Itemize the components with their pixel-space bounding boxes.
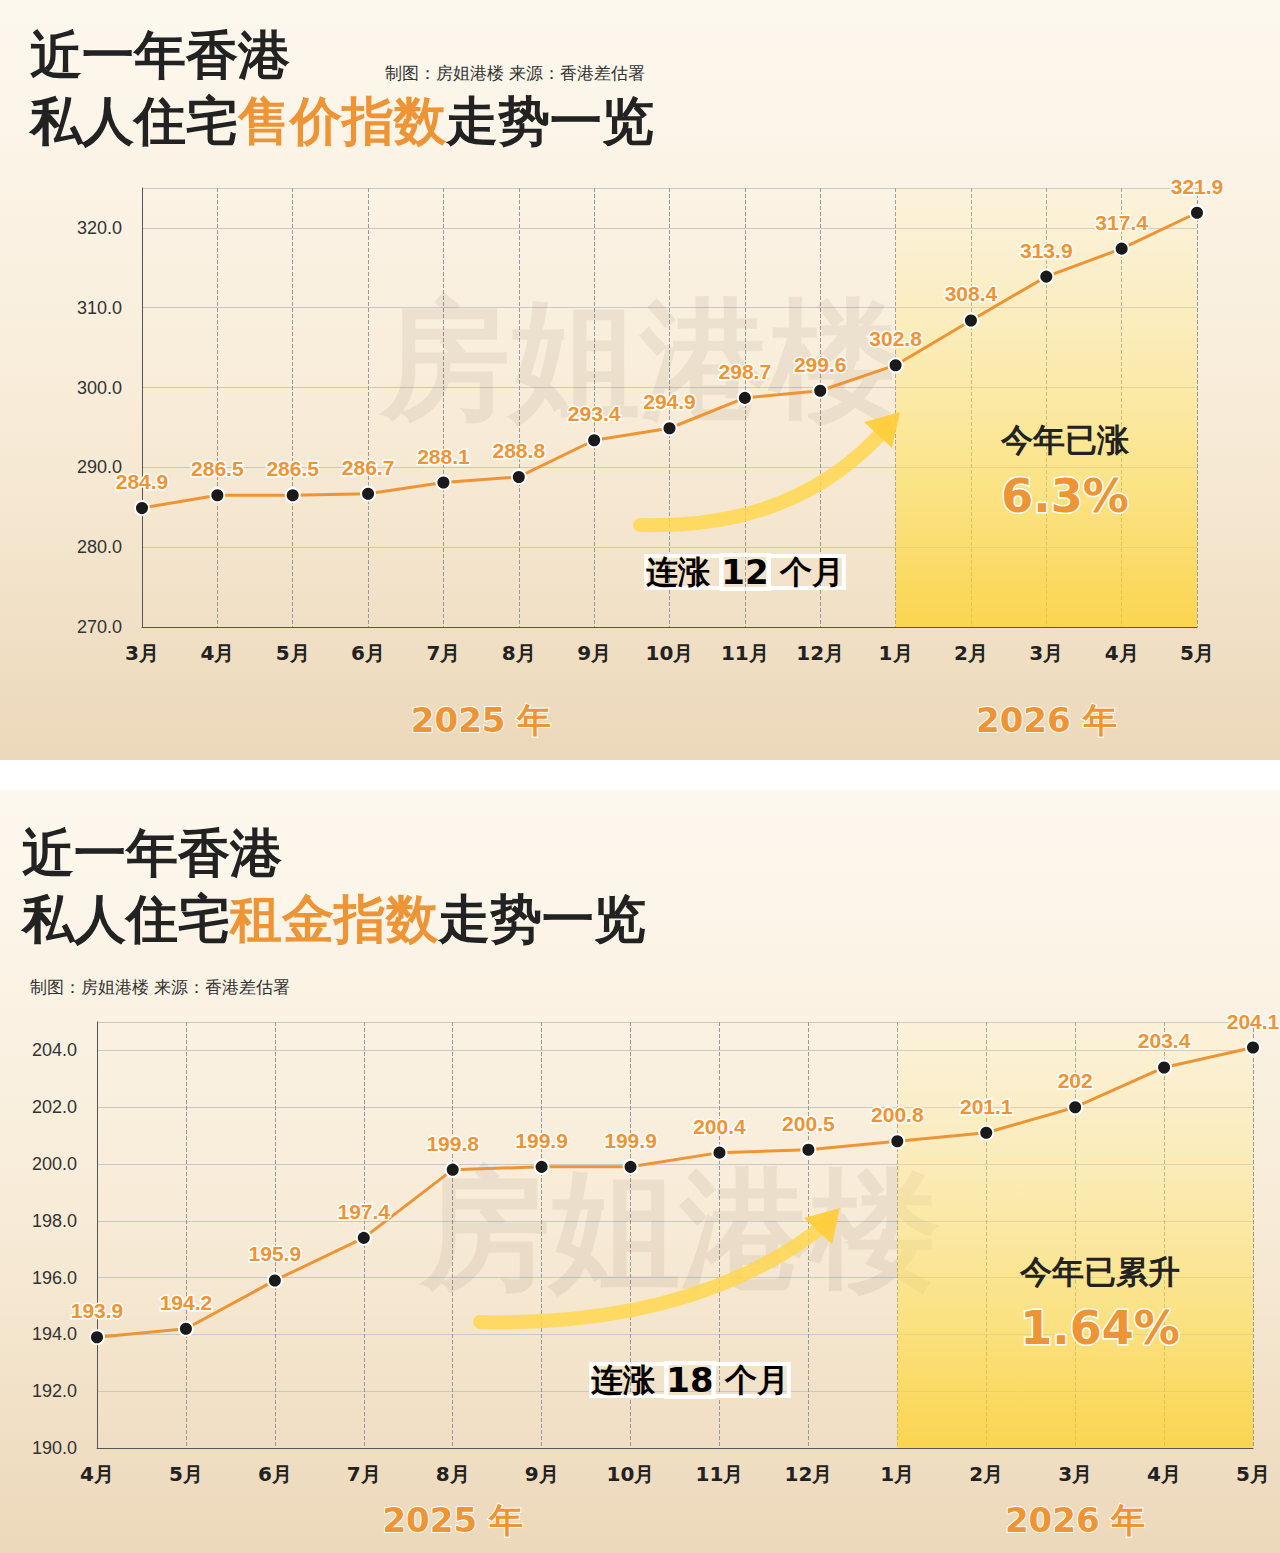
svg-text:298.7: 298.7: [719, 360, 772, 383]
svg-text:2025 年: 2025 年: [382, 1500, 522, 1540]
svg-text:190.0: 190.0: [32, 1438, 77, 1458]
svg-text:317.4: 317.4: [1095, 211, 1148, 234]
svg-text:197.4: 197.4: [337, 1200, 390, 1223]
svg-text:4月: 4月: [1105, 641, 1139, 665]
svg-text:7月: 7月: [347, 1462, 381, 1486]
svg-text:6月: 6月: [258, 1462, 292, 1486]
svg-text:房姐港楼: 房姐港楼: [378, 284, 900, 436]
svg-text:288.1: 288.1: [417, 445, 470, 468]
svg-text:196.0: 196.0: [32, 1268, 77, 1288]
svg-text:300.0: 300.0: [77, 378, 122, 398]
svg-text:18: 18: [666, 1360, 713, 1400]
svg-text:5月: 5月: [169, 1462, 203, 1486]
svg-text:9月: 9月: [525, 1462, 559, 1486]
svg-text:286.5: 286.5: [266, 457, 319, 480]
svg-text:5月: 5月: [1236, 1462, 1270, 1486]
svg-text:7月: 7月: [426, 641, 460, 665]
svg-text:9月: 9月: [577, 641, 611, 665]
svg-text:198.0: 198.0: [32, 1211, 77, 1231]
svg-text:个月: 个月: [714, 1361, 789, 1399]
svg-text:连涨: 连涨: [591, 1361, 666, 1399]
svg-text:199.8: 199.8: [426, 1132, 479, 1155]
svg-text:194.2: 194.2: [160, 1291, 213, 1314]
svg-text:2月: 2月: [969, 1462, 1003, 1486]
svg-text:5月: 5月: [1180, 641, 1214, 665]
svg-text:200.8: 200.8: [871, 1103, 924, 1126]
svg-text:4月: 4月: [200, 641, 234, 665]
svg-text:房姐港楼: 房姐港楼: [418, 1154, 940, 1306]
svg-text:270.0: 270.0: [77, 617, 122, 637]
svg-text:299.6: 299.6: [794, 353, 847, 376]
svg-text:10月: 10月: [607, 1462, 655, 1486]
svg-text:286.5: 286.5: [191, 457, 244, 480]
svg-text:199.9: 199.9: [604, 1129, 657, 1152]
svg-text:201.1: 201.1: [960, 1095, 1013, 1118]
svg-text:199.9: 199.9: [515, 1129, 568, 1152]
svg-text:2月: 2月: [954, 641, 988, 665]
svg-text:11月: 11月: [721, 641, 769, 665]
svg-text:2026 年: 2026 年: [976, 700, 1116, 740]
svg-text:6.3%: 6.3%: [1001, 469, 1129, 523]
svg-text:193.9: 193.9: [71, 1299, 124, 1322]
svg-text:294.9: 294.9: [643, 390, 696, 413]
svg-text:200.0: 200.0: [32, 1154, 77, 1174]
svg-text:321.9: 321.9: [1171, 175, 1224, 198]
svg-text:8月: 8月: [436, 1462, 470, 1486]
svg-text:6月: 6月: [351, 641, 385, 665]
svg-text:12: 12: [721, 552, 768, 592]
svg-text:284.9: 284.9: [116, 470, 169, 493]
svg-text:12月: 12月: [796, 641, 844, 665]
svg-text:今年已涨: 今年已涨: [1000, 421, 1130, 459]
svg-text:286.7: 286.7: [342, 456, 395, 479]
svg-text:4月: 4月: [80, 1462, 114, 1486]
svg-text:195.9: 195.9: [249, 1242, 302, 1265]
html-text:私人住宅租金指数走势一览: 私人住宅租金指数走势一览: [22, 888, 646, 949]
svg-text:192.0: 192.0: [32, 1381, 77, 1401]
svg-text:320.0: 320.0: [77, 218, 122, 238]
svg-text:12月: 12月: [784, 1462, 832, 1486]
svg-text:308.4: 308.4: [945, 282, 998, 305]
svg-text:200.5: 200.5: [782, 1112, 835, 1135]
svg-text:202: 202: [1058, 1069, 1093, 1092]
svg-text:个月: 个月: [769, 553, 844, 591]
svg-text:203.4: 203.4: [1138, 1029, 1191, 1052]
svg-text:5月: 5月: [276, 641, 310, 665]
svg-text:1月: 1月: [880, 1462, 914, 1486]
svg-text:313.9: 313.9: [1020, 239, 1073, 262]
svg-text:10月: 10月: [646, 641, 694, 665]
svg-text:293.4: 293.4: [568, 402, 621, 425]
svg-text:1.64%: 1.64%: [1020, 1301, 1180, 1355]
svg-text:3月: 3月: [125, 641, 159, 665]
html-text:制图：房姐港楼 来源：香港差估署: 制图：房姐港楼 来源：香港差估署: [385, 63, 646, 83]
svg-text:11月: 11月: [696, 1462, 744, 1486]
svg-text:288.8: 288.8: [493, 439, 546, 462]
svg-text:今年已累升: 今年已累升: [1019, 1253, 1180, 1291]
svg-text:8月: 8月: [502, 641, 536, 665]
svg-text:290.0: 290.0: [77, 457, 122, 478]
svg-text:2025 年: 2025 年: [411, 700, 551, 740]
html-text:私人住宅售价指数走势一览: 私人住宅售价指数走势一览: [30, 90, 654, 151]
svg-text:310.0: 310.0: [77, 298, 122, 318]
svg-text:2026 年: 2026 年: [1005, 1500, 1145, 1540]
svg-text:202.0: 202.0: [32, 1097, 77, 1117]
svg-text:204.0: 204.0: [32, 1040, 77, 1060]
svg-text:200.4: 200.4: [693, 1115, 746, 1138]
svg-text:4月: 4月: [1147, 1462, 1181, 1486]
svg-text:1月: 1月: [879, 641, 913, 665]
svg-text:194.0: 194.0: [32, 1324, 77, 1344]
svg-text:3月: 3月: [1058, 1462, 1092, 1486]
svg-text:280.0: 280.0: [77, 537, 122, 557]
svg-text:3月: 3月: [1029, 641, 1063, 665]
html-text:制图：房姐港楼 来源：香港差估署: 制图：房姐港楼 来源：香港差估署: [30, 977, 291, 997]
html-text:近一年香港: 近一年香港: [30, 24, 290, 85]
svg-text:302.8: 302.8: [869, 327, 922, 350]
svg-text:204.1: 204.1: [1227, 1010, 1280, 1033]
svg-text:连涨: 连涨: [646, 553, 721, 591]
html-text:近一年香港: 近一年香港: [22, 822, 282, 883]
